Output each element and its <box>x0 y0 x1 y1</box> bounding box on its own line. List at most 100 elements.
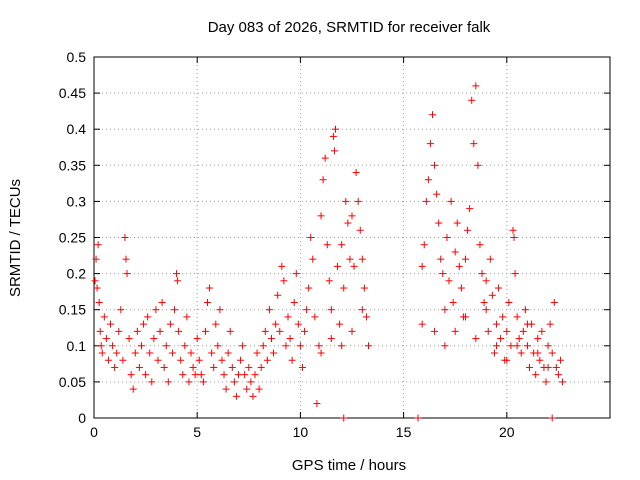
plot-frame <box>93 56 611 419</box>
data-point <box>160 363 168 371</box>
data-point <box>234 371 242 379</box>
data-point <box>499 313 507 321</box>
data-point <box>146 349 154 357</box>
data-point <box>342 197 350 205</box>
data-point <box>414 414 422 422</box>
data-point <box>356 226 364 234</box>
data-point <box>350 262 358 270</box>
data-point <box>358 306 366 314</box>
data-point <box>156 327 164 335</box>
data-point <box>490 349 498 357</box>
data-point <box>418 262 426 270</box>
data-point <box>218 356 226 364</box>
x-tick-label: 15 <box>396 424 412 440</box>
x-tick-label: 0 <box>90 424 98 440</box>
data-point <box>466 205 474 213</box>
y-tick-label: 0.1 <box>67 338 87 354</box>
data-point <box>511 270 519 278</box>
data-point <box>365 342 373 350</box>
data-point <box>534 335 542 343</box>
data-point <box>497 335 505 343</box>
data-point <box>447 197 455 205</box>
data-point <box>317 349 325 357</box>
data-point <box>484 327 492 335</box>
data-point <box>532 371 540 379</box>
data-point <box>286 335 294 343</box>
data-point <box>526 363 534 371</box>
data-point <box>173 270 181 278</box>
data-point <box>352 169 360 177</box>
y-tick-label: 0.4 <box>67 121 87 137</box>
data-point <box>424 176 432 184</box>
data-point <box>468 96 476 104</box>
data-point <box>175 327 183 335</box>
data-point <box>455 262 463 270</box>
data-point <box>462 313 470 321</box>
data-point <box>426 140 434 148</box>
x-axis-title: GPS time / hours <box>292 457 406 474</box>
data-point <box>340 284 348 292</box>
data-point <box>534 349 542 357</box>
data-point <box>212 320 220 328</box>
data-point <box>245 363 253 371</box>
data-point <box>315 342 323 350</box>
data-point <box>546 320 554 328</box>
data-point <box>224 349 232 357</box>
y-tick-label: 0 <box>78 410 86 426</box>
data-point <box>307 234 315 241</box>
data-point <box>191 371 199 379</box>
data-point <box>179 371 187 379</box>
data-point <box>206 284 214 292</box>
data-point <box>330 147 338 155</box>
data-point <box>222 385 230 393</box>
data-point <box>193 335 201 343</box>
data-point <box>334 262 342 270</box>
data-point <box>437 255 445 263</box>
data-point <box>470 140 478 148</box>
data-point <box>249 392 257 400</box>
data-point <box>329 132 337 140</box>
data-point <box>140 320 148 328</box>
data-point <box>111 363 119 371</box>
data-point <box>482 306 490 314</box>
data-point <box>510 234 518 241</box>
data-point <box>301 327 309 335</box>
data-point <box>482 277 490 285</box>
data-point <box>536 356 544 364</box>
data-point <box>104 356 112 364</box>
data-point <box>344 219 352 227</box>
data-point <box>348 327 356 335</box>
data-point <box>492 342 500 350</box>
data-point <box>276 327 284 335</box>
data-point <box>261 327 269 335</box>
data-point <box>346 255 354 263</box>
data-point <box>305 284 313 292</box>
data-point <box>288 356 296 364</box>
data-point <box>164 378 172 386</box>
data-point <box>100 313 108 321</box>
data-point <box>327 306 335 314</box>
data-point <box>270 349 278 357</box>
data-point <box>303 306 311 314</box>
data-point <box>131 349 139 357</box>
data-point <box>135 363 143 371</box>
grid-lines <box>94 57 610 418</box>
data-point <box>451 248 459 256</box>
data-point <box>98 349 106 357</box>
data-point <box>338 241 346 249</box>
data-point <box>243 385 251 393</box>
data-point <box>187 349 195 357</box>
data-point <box>523 320 531 328</box>
data-point <box>247 378 255 386</box>
data-point <box>127 371 135 379</box>
data-point <box>154 356 162 364</box>
data-point <box>443 234 451 241</box>
data-point <box>199 378 207 386</box>
y-tick-label: 0.15 <box>59 302 86 318</box>
data-point <box>523 342 531 350</box>
data-point <box>183 313 191 321</box>
data-point <box>119 356 127 364</box>
data-point <box>265 306 273 314</box>
data-point <box>321 154 329 162</box>
x-tick-label: 5 <box>193 424 201 440</box>
